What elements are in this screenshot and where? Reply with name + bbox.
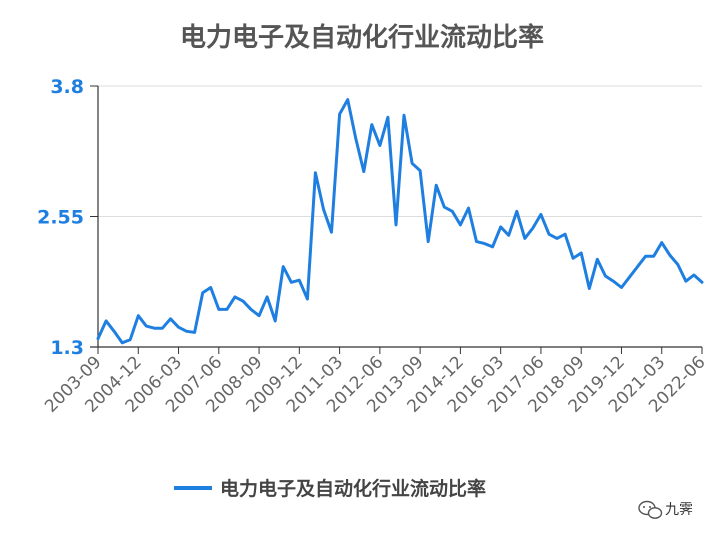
plot-area: [96, 98, 704, 345]
watermark-text: 九霁: [665, 502, 693, 518]
y-axis: 1.3 2.55 3.8: [37, 76, 99, 359]
y-tick-label: 2.55: [37, 207, 84, 229]
gridlines: [98, 85, 702, 348]
legend-label: 电力电子及自动化行业流动比率: [220, 477, 486, 500]
legend: 电力电子及自动化行业流动比率: [174, 477, 486, 500]
y-tick-label: 3.8: [50, 76, 84, 98]
wechat-icon: [638, 500, 663, 519]
watermark: 九霁: [638, 500, 693, 519]
chart-title: 电力电子及自动化行业流动比率: [180, 22, 544, 53]
x-axis: 2003-092004-122006-032007-062008-092009-…: [41, 346, 710, 417]
series-line: [96, 98, 704, 345]
y-tick-label: 1.3: [50, 337, 84, 359]
